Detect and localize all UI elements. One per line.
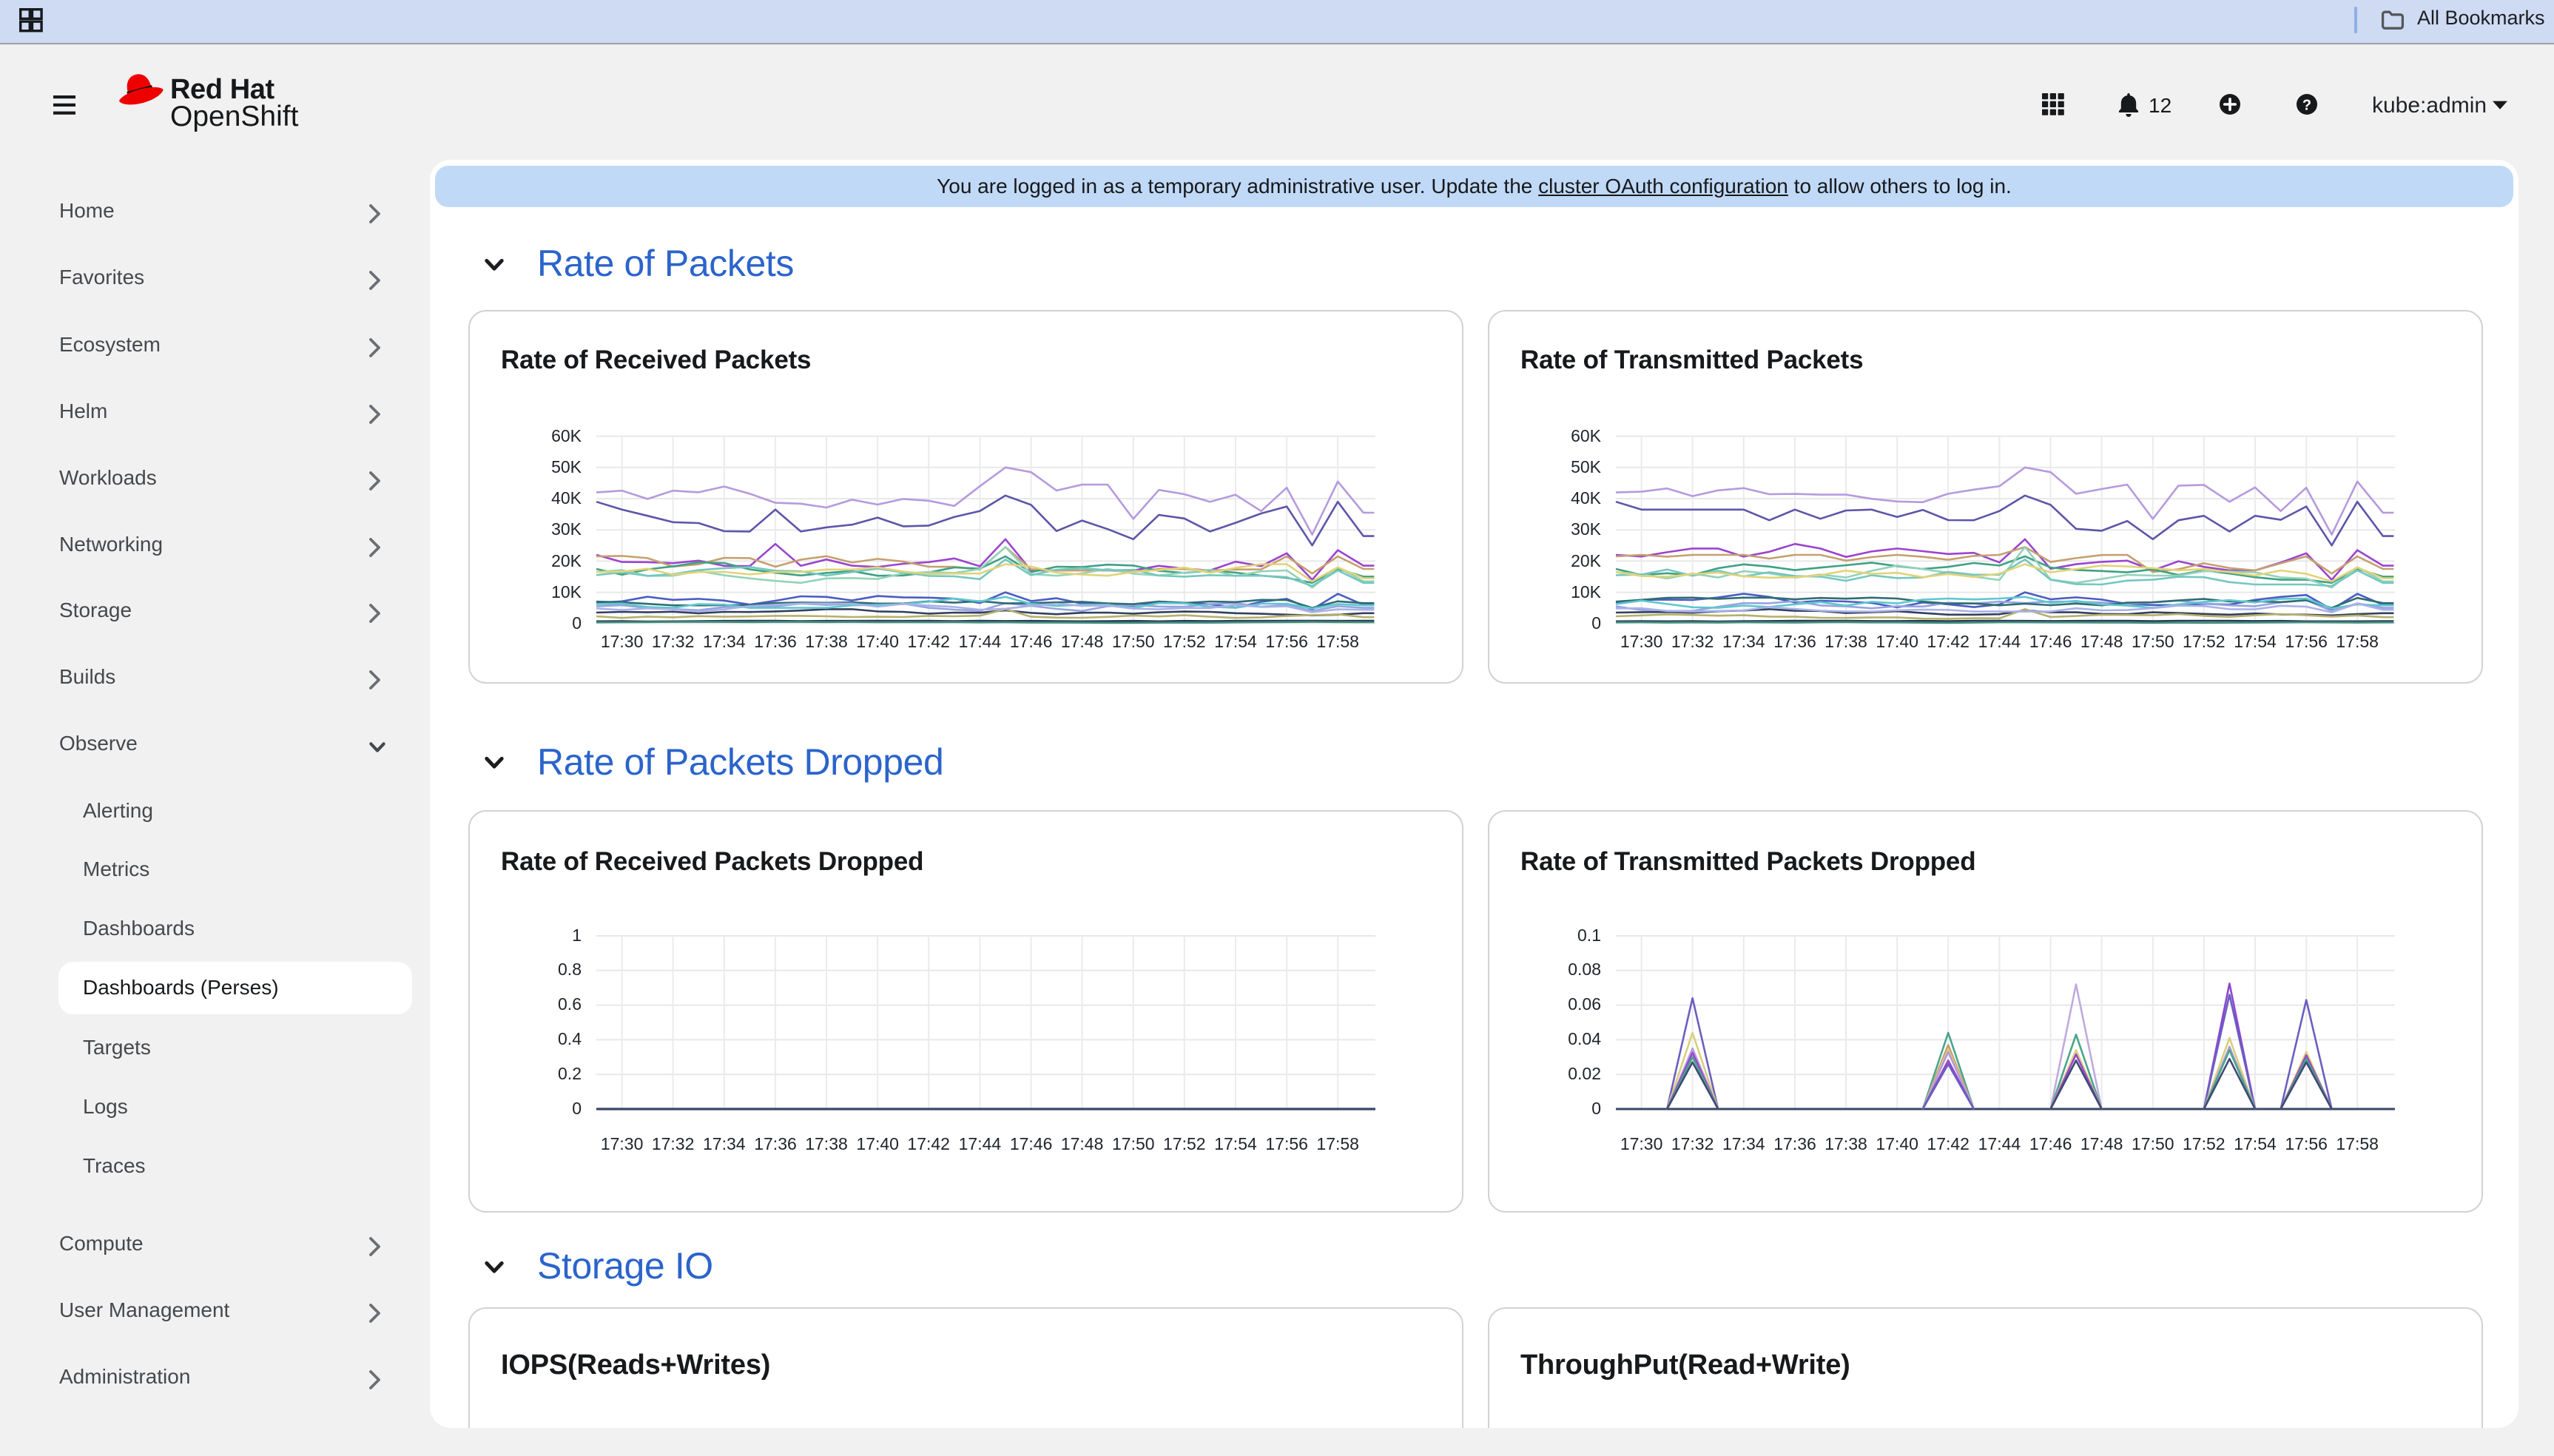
svg-text:?: ?: [2302, 97, 2311, 113]
